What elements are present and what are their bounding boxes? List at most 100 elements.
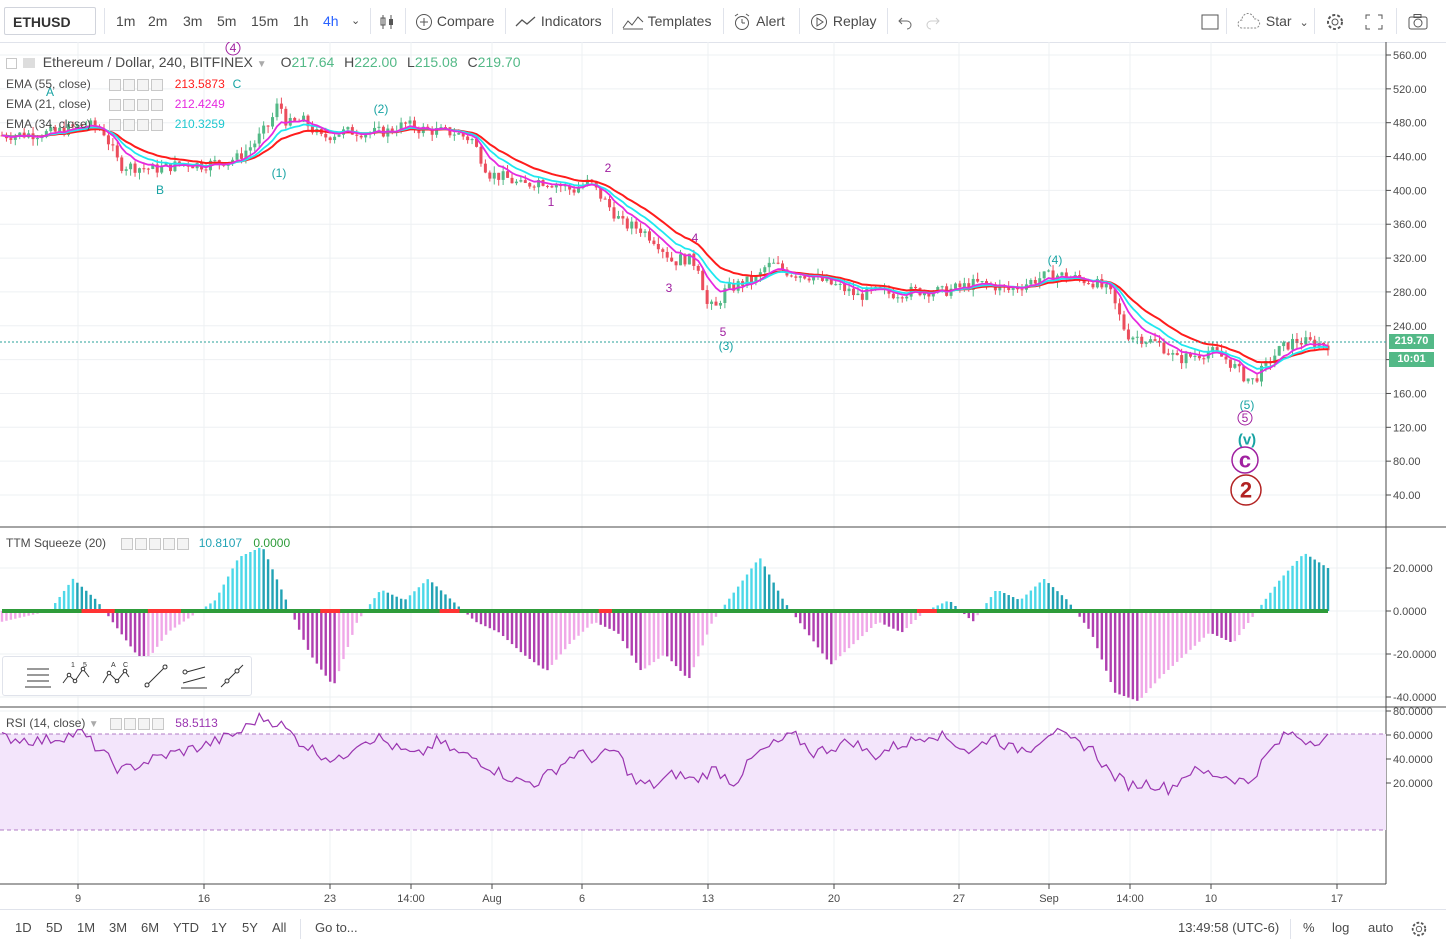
redo-icon[interactable] xyxy=(925,0,941,42)
close-icon[interactable] xyxy=(152,718,164,730)
ttm-bar xyxy=(121,611,123,634)
ttm-bar xyxy=(329,611,331,682)
range-5y[interactable]: 5Y xyxy=(242,910,258,946)
eye-icon[interactable] xyxy=(110,718,122,730)
interval-1h[interactable]: 1h xyxy=(293,0,309,42)
clock-timezone[interactable]: 13:49:58 (UTC-6) xyxy=(1178,910,1279,946)
gear-icon[interactable] xyxy=(135,538,147,550)
candle-body xyxy=(976,279,979,282)
price-tick-label: 120.00 xyxy=(1393,422,1427,434)
collapse-icon[interactable] xyxy=(6,58,17,69)
close-icon[interactable] xyxy=(177,538,189,550)
gear-icon[interactable] xyxy=(124,718,136,730)
plus-icon[interactable] xyxy=(137,79,149,91)
gear-icon[interactable] xyxy=(123,99,135,111)
eye-icon[interactable] xyxy=(109,79,121,91)
ray-icon[interactable] xyxy=(217,661,247,691)
ema34-name[interactable]: EMA (34, close) xyxy=(6,115,106,133)
interval-5m[interactable]: 5m xyxy=(217,0,236,42)
eye-icon[interactable] xyxy=(109,119,121,131)
range-5d[interactable]: 5D xyxy=(46,910,63,946)
plus-icon[interactable] xyxy=(163,538,175,550)
trendline-icon[interactable] xyxy=(141,661,171,691)
symbol-search[interactable]: ETHUSD xyxy=(4,7,96,35)
range-3m[interactable]: 3M xyxy=(109,910,127,946)
log-toggle[interactable]: log xyxy=(1332,910,1349,946)
ema21-name[interactable]: EMA (21, close) xyxy=(6,95,106,113)
star-button[interactable]: Star ⌄ xyxy=(1236,0,1309,42)
ttm-bar xyxy=(160,611,162,641)
ttm-bar xyxy=(1172,611,1174,666)
range-1d[interactable]: 1D xyxy=(15,910,32,946)
chevron-down-icon[interactable]: ▼ xyxy=(89,719,99,730)
range-1y[interactable]: 1Y xyxy=(211,910,227,946)
ttm-name[interactable]: TTM Squeeze (20) xyxy=(6,534,118,552)
gear-icon[interactable] xyxy=(1410,910,1428,946)
alert-button[interactable]: Alert xyxy=(733,0,785,42)
series-title[interactable]: Ethereum / Dollar, 240, BITFINEX xyxy=(43,54,253,70)
candle-body xyxy=(479,147,482,164)
plus-icon[interactable] xyxy=(137,99,149,111)
ttm-bar xyxy=(1203,611,1205,638)
candles-icon[interactable] xyxy=(378,0,396,42)
ttm-bar xyxy=(706,611,708,635)
eye-icon[interactable] xyxy=(109,99,121,111)
high-value: 222.00 xyxy=(354,54,397,70)
candle-body xyxy=(409,120,412,123)
range-ytd[interactable]: YTD xyxy=(173,910,199,946)
gear-icon[interactable] xyxy=(123,119,135,131)
auto-toggle[interactable]: auto xyxy=(1368,910,1393,946)
eye-icon[interactable] xyxy=(121,538,133,550)
candle-body xyxy=(1180,355,1183,363)
undo-icon[interactable] xyxy=(897,0,913,42)
ttm-bar xyxy=(613,611,615,631)
time-tick-label: 23 xyxy=(324,893,336,905)
expand-icon[interactable] xyxy=(1364,0,1384,42)
interval-3m[interactable]: 3m xyxy=(183,0,202,42)
range-1m[interactable]: 1M xyxy=(77,910,95,946)
plus-icon[interactable] xyxy=(138,718,150,730)
ttm-bar xyxy=(320,611,322,670)
interval-1m[interactable]: 1m xyxy=(116,0,135,42)
candle-body xyxy=(533,187,536,188)
ttm-bar xyxy=(254,550,256,611)
interval-2m[interactable]: 2m xyxy=(148,0,167,42)
range-all[interactable]: All xyxy=(272,910,286,946)
channel-icon[interactable] xyxy=(179,661,209,691)
gear-icon[interactable] xyxy=(123,79,135,91)
time-tick-label: Aug xyxy=(482,893,502,905)
templates-button[interactable]: Templates xyxy=(622,0,711,42)
interval-15m[interactable]: 15m xyxy=(251,0,278,42)
source-icon[interactable] xyxy=(149,538,161,550)
ttm-bar xyxy=(1327,568,1329,611)
chevron-down-icon[interactable]: ▼ xyxy=(257,59,267,70)
indicators-button[interactable]: Indicators xyxy=(515,0,602,42)
ttm-bar xyxy=(1101,611,1103,659)
close-icon[interactable] xyxy=(151,119,163,131)
gear-icon[interactable] xyxy=(1325,0,1345,42)
goto-button[interactable]: Go to... xyxy=(315,910,358,946)
close-icon[interactable] xyxy=(151,79,163,91)
close-icon[interactable] xyxy=(151,99,163,111)
camera-icon[interactable] xyxy=(1407,0,1429,42)
percent-toggle[interactable]: % xyxy=(1303,910,1315,946)
rsi-name[interactable]: RSI (14, close) xyxy=(6,716,85,730)
ttm-value: 10.8107 xyxy=(199,536,242,550)
plus-icon[interactable] xyxy=(137,119,149,131)
ema55-name[interactable]: EMA (55, close) xyxy=(6,75,106,93)
candle-body xyxy=(630,222,633,229)
compare-button[interactable]: Compare xyxy=(415,0,494,42)
ttm-bar xyxy=(280,589,282,611)
ttm-tick-label: 0.0000 xyxy=(1393,606,1427,618)
bottom-toolbar: 1D 5D 1M 3M 6M YTD 1Y 5Y All Go to... 13… xyxy=(0,909,1446,948)
chevron-down-icon[interactable]: ⌄ xyxy=(351,0,360,42)
replay-button[interactable]: Replay xyxy=(809,0,876,42)
fullscreen-toggle-icon[interactable] xyxy=(1200,0,1220,42)
lines-icon[interactable] xyxy=(23,661,53,691)
range-6m[interactable]: 6M xyxy=(141,910,159,946)
ttm-bar xyxy=(529,611,531,659)
interval-4h[interactable]: 4h xyxy=(323,0,339,42)
